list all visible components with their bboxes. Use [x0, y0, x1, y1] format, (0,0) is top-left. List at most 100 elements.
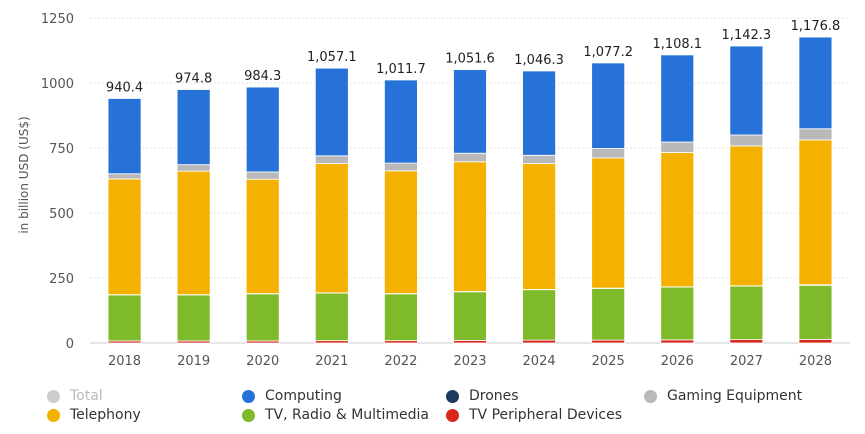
total-data-label: 1,051.6 [445, 52, 495, 67]
legend-label: Total [70, 388, 103, 404]
bar-segment[interactable] [798, 139, 833, 286]
bar-stack-2026[interactable] [660, 54, 695, 344]
x-tick-label: 2022 [384, 354, 417, 369]
legend-label: Computing [265, 388, 342, 404]
bar-segment[interactable] [729, 45, 764, 136]
bar-segment[interactable] [384, 162, 418, 172]
bar-segment[interactable] [591, 157, 626, 289]
bar-segment[interactable] [176, 89, 211, 166]
bar-segment[interactable] [107, 178, 142, 296]
bar-segment[interactable] [314, 292, 349, 342]
bar-segment[interactable] [522, 339, 556, 344]
bar-stack-2018[interactable] [107, 98, 142, 344]
bar-stack-2022[interactable] [384, 79, 418, 344]
bar-segment[interactable] [245, 86, 280, 173]
legend-marker [446, 389, 459, 403]
bar-segment[interactable] [522, 289, 556, 341]
y-tick-label: 0 [66, 337, 74, 352]
legend-item[interactable]: Total [47, 388, 103, 404]
bar-segment[interactable] [660, 152, 695, 288]
bar-stack-2023[interactable] [453, 69, 487, 344]
y-tick-label: 750 [49, 142, 74, 157]
x-tick-label: 2025 [592, 354, 625, 369]
bar-segment[interactable] [798, 338, 833, 344]
bar-stack-2020[interactable] [245, 86, 280, 344]
bar-segment[interactable] [176, 294, 211, 342]
bar-segment[interactable] [798, 284, 833, 340]
bar-segment[interactable] [453, 161, 487, 292]
legend-item[interactable]: Drones [446, 388, 519, 404]
legend-item[interactable]: Telephony [47, 407, 141, 423]
bar-segment[interactable] [176, 164, 211, 172]
total-data-label: 1,142.3 [722, 28, 772, 43]
y-axis-label: in billion USD (US$) [17, 116, 31, 233]
total-data-label: 1,176.8 [791, 19, 841, 34]
legend-label: Gaming Equipment [667, 388, 803, 404]
bar-segment[interactable] [660, 286, 695, 341]
bar-segment[interactable] [591, 148, 626, 159]
bar-segment[interactable] [729, 339, 764, 344]
total-data-label: 1,046.3 [514, 53, 564, 68]
bar-segment[interactable] [453, 291, 487, 341]
x-axis-ticks: 2018 2019 2020 2021 2022 2023 2024 2025 2026 2027… [108, 354, 832, 369]
bar-segment[interactable] [107, 173, 142, 180]
bar-stack-2027[interactable] [729, 45, 764, 344]
bar-segment[interactable] [453, 69, 487, 154]
x-tick-label: 2019 [177, 354, 210, 369]
bar-segment[interactable] [384, 293, 418, 342]
x-tick-label: 2018 [108, 354, 141, 369]
legend-marker [644, 389, 657, 403]
bar-segment[interactable] [522, 70, 556, 156]
bar-segment[interactable] [591, 339, 626, 344]
legend-item[interactable]: TV, Radio & Multimedia [242, 407, 429, 423]
bar-stack-2021[interactable] [314, 67, 349, 344]
bar-segment[interactable] [660, 141, 695, 153]
legend-marker [242, 389, 255, 403]
bar-stack-2028[interactable] [798, 36, 833, 344]
bar-segment[interactable] [314, 155, 349, 165]
bar-stack-2025[interactable] [591, 62, 626, 344]
bar-segment[interactable] [245, 171, 280, 180]
bar-segment[interactable] [729, 134, 764, 147]
legend-label: TV, Radio & Multimedia [265, 407, 430, 423]
bar-segment[interactable] [314, 163, 349, 294]
bar-segment[interactable] [798, 36, 833, 130]
bar-segment[interactable] [522, 163, 556, 290]
bar-segment[interactable] [314, 67, 349, 157]
bar-stack-2024[interactable] [522, 70, 556, 344]
bar-segment[interactable] [176, 170, 211, 296]
y-tick-label: 1000 [41, 77, 74, 92]
x-tick-label: 2028 [799, 354, 832, 369]
legend-item[interactable]: TV Peripheral Devices [446, 407, 622, 423]
bar-segment[interactable] [384, 170, 418, 295]
bar-segment[interactable] [107, 98, 142, 175]
x-tick-label: 2021 [315, 354, 348, 369]
legend-item[interactable]: Gaming Equipment [644, 388, 802, 404]
bar-segment[interactable] [660, 339, 695, 344]
bar-segment[interactable] [107, 294, 142, 342]
legend-label: Telephony [70, 407, 141, 423]
x-tick-label: 2026 [661, 354, 694, 369]
bar-segment[interactable] [245, 178, 280, 294]
bar-segment[interactable] [245, 293, 280, 342]
bar-segment[interactable] [729, 145, 764, 287]
total-data-label: 1,057.1 [307, 50, 357, 65]
legend-marker [47, 389, 60, 403]
legend-marker [242, 408, 255, 422]
bar-segment[interactable] [591, 62, 626, 149]
y-tick-label: 500 [49, 207, 74, 222]
legend-item[interactable]: Computing [242, 388, 342, 404]
bar-stack-2019[interactable] [176, 89, 211, 344]
bar-segment[interactable] [660, 54, 695, 143]
bar-segment[interactable] [453, 152, 487, 163]
y-tick-label: 1250 [41, 12, 74, 27]
y-axis-ticks: 0 250 500 750 1000 1250 [41, 12, 74, 352]
bar-segment[interactable] [798, 128, 833, 141]
x-tick-label: 2023 [453, 354, 486, 369]
bar-segment[interactable] [384, 79, 418, 164]
bar-segment[interactable] [591, 287, 626, 341]
legend-label: TV Peripheral Devices [469, 407, 623, 423]
bar-segment[interactable] [522, 154, 556, 164]
bar-segment[interactable] [729, 285, 764, 341]
x-tick-label: 2027 [730, 354, 763, 369]
